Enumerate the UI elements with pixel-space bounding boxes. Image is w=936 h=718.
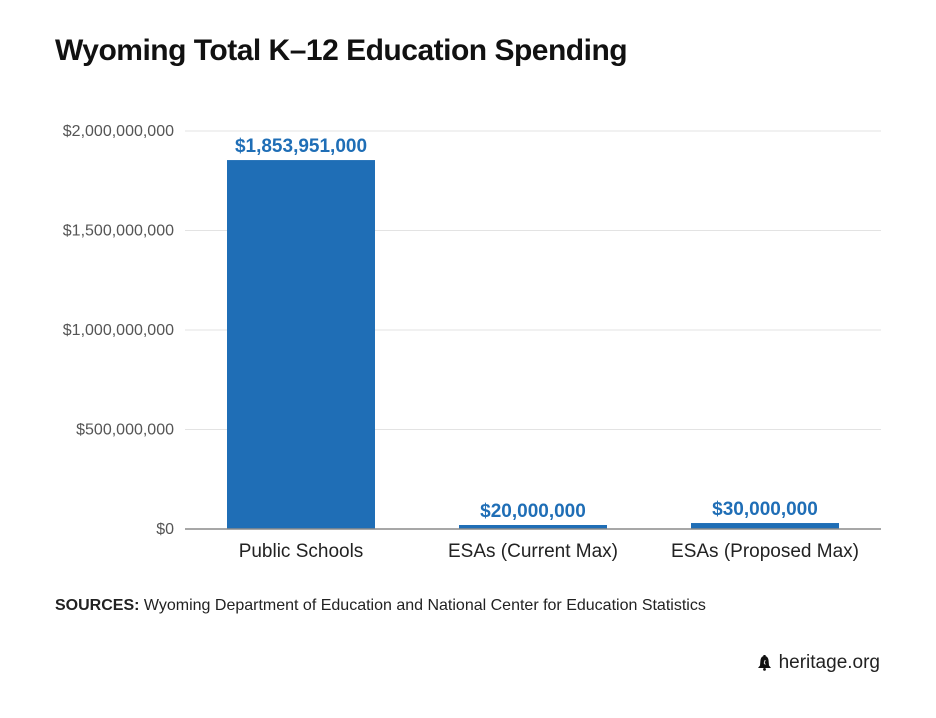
bar	[459, 525, 607, 529]
x-tick-label: Public Schools	[239, 541, 364, 562]
x-tick-label: ESAs (Current Max)	[448, 541, 618, 562]
chart-title: Wyoming Total K–12 Education Spending	[55, 34, 628, 67]
liberty-bell-icon	[757, 655, 772, 671]
y-tick-label: $0	[156, 521, 174, 538]
y-tick-label: $2,000,000,000	[63, 123, 174, 140]
bar-chart: $0 $500,000,000 $1,000,000,000 $1,500,000,0…	[63, 123, 881, 562]
sources-note: SOURCES: Wyoming Department of Education…	[55, 597, 706, 615]
sources-label: SOURCES:	[55, 597, 140, 614]
brand-text: heritage.org	[778, 652, 880, 673]
bars	[227, 160, 839, 529]
data-labels: $1,853,951,000 $20,000,000 $30,000,000	[235, 136, 818, 522]
y-axis-ticks: $0 $500,000,000 $1,000,000,000 $1,500,000,0…	[63, 123, 174, 538]
data-label: $30,000,000	[712, 499, 818, 520]
x-tick-label: ESAs (Proposed Max)	[671, 541, 859, 562]
y-tick-label: $1,000,000,000	[63, 322, 174, 339]
bar	[691, 523, 839, 529]
bar	[227, 160, 375, 529]
sources-text: Wyoming Department of Education and Nati…	[143, 597, 706, 614]
y-tick-label: $500,000,000	[76, 422, 174, 439]
data-label: $20,000,000	[480, 501, 586, 522]
y-tick-label: $1,500,000,000	[63, 223, 174, 240]
x-axis-ticks: Public Schools ESAs (Current Max) ESAs (Pr…	[239, 541, 859, 562]
data-label: $1,853,951,000	[235, 136, 367, 157]
brand: heritage.org	[757, 652, 880, 674]
